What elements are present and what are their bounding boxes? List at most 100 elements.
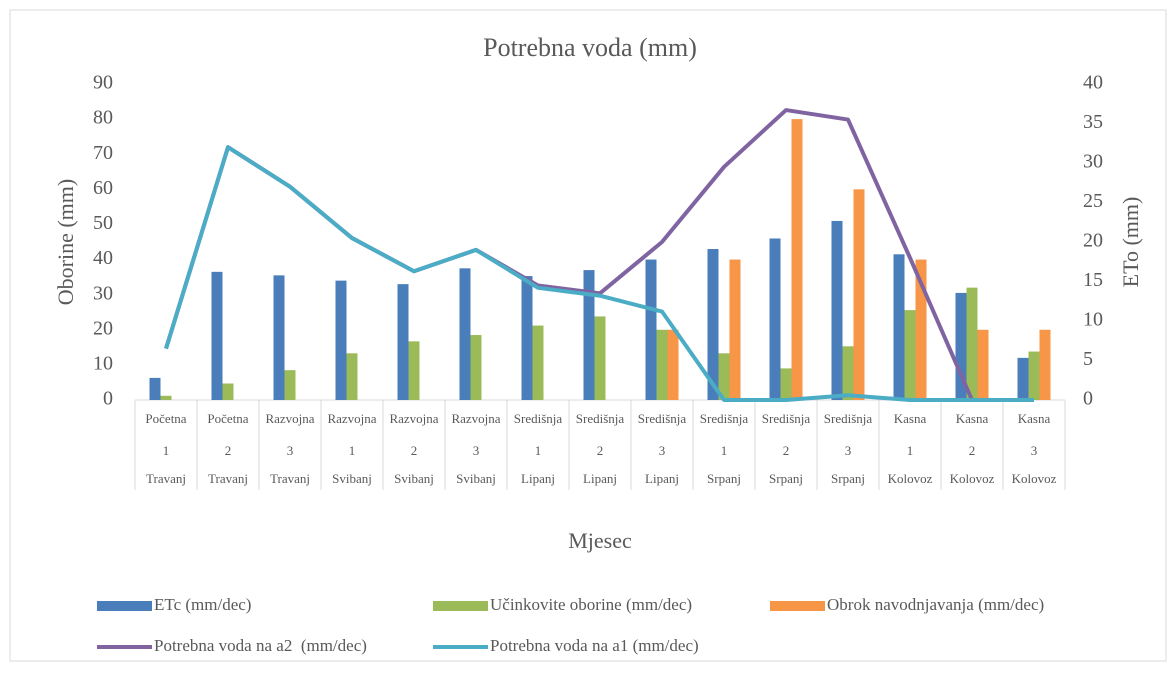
- x-tick-label: Razvojna: [265, 411, 314, 426]
- bar: [273, 275, 285, 400]
- x-tick-label: Kolovoz: [1012, 471, 1057, 486]
- bar: [532, 325, 544, 400]
- x-tick-label: Kolovoz: [888, 471, 933, 486]
- x-tick-label: Svibanj: [332, 471, 372, 486]
- bar: [645, 259, 657, 400]
- x-tick-label: 2: [597, 443, 604, 458]
- bar: [521, 276, 533, 400]
- y-tick-label: 70: [93, 142, 113, 164]
- legend-label: Učinkovite oborine (mm/dec): [490, 595, 692, 614]
- y2-tick-label: 25: [1083, 190, 1103, 212]
- x-tick-label: 3: [659, 443, 666, 458]
- x-tick-label: Travanj: [208, 471, 248, 486]
- y-tick-label: 90: [93, 72, 113, 94]
- y-tick-label: 30: [93, 282, 113, 304]
- bar: [904, 310, 916, 400]
- x-tick-label: 3: [473, 443, 480, 458]
- x-tick-label: Kasna: [956, 411, 989, 426]
- x-tick-label: 1: [163, 443, 170, 458]
- legend-label: Potrebna voda na a2 (mm/dec): [154, 636, 367, 655]
- bar: [780, 368, 792, 400]
- y2-tick-label: 0: [1083, 388, 1093, 410]
- x-tick-label: Srpanj: [831, 471, 865, 486]
- y2-tick-label: 40: [1083, 72, 1103, 94]
- x-tick-label: Lipanj: [583, 471, 617, 486]
- x-tick-label: 2: [225, 443, 232, 458]
- bar: [583, 270, 595, 400]
- bar: [1039, 329, 1051, 400]
- bar: [408, 341, 420, 400]
- bar: [915, 259, 927, 400]
- bar: [160, 395, 172, 400]
- x-tick-label: Središnja: [638, 411, 687, 426]
- legend-swatch: [770, 601, 825, 611]
- bar: [842, 346, 854, 400]
- x-tick-label: Početna: [207, 411, 248, 426]
- x-tick-label: Travanj: [270, 471, 310, 486]
- x-tick-label: 3: [845, 443, 852, 458]
- x-tick-label: Središnja: [576, 411, 625, 426]
- x-tick-label: Srpanj: [769, 471, 803, 486]
- x-tick-label: 3: [287, 443, 294, 458]
- y-tick-label: 20: [93, 317, 113, 339]
- x-tick-label: Početna: [145, 411, 186, 426]
- bar: [718, 353, 730, 400]
- x-tick-label: Razvojna: [327, 411, 376, 426]
- x-tick-label: 2: [783, 443, 790, 458]
- y-tick-label: 80: [93, 107, 113, 129]
- legend-swatch: [97, 601, 152, 611]
- bar: [459, 268, 471, 400]
- bar: [149, 377, 161, 400]
- x-tick-label: Travanj: [146, 471, 186, 486]
- x-tick-label: 1: [721, 443, 728, 458]
- y2-axis-label: ETo (mm): [1118, 197, 1143, 288]
- bar: [222, 383, 234, 400]
- bar: [791, 119, 803, 400]
- bar: [211, 271, 223, 400]
- bar: [335, 280, 347, 400]
- x-tick-label: 2: [411, 443, 418, 458]
- legend-swatch: [433, 601, 488, 611]
- x-tick-label: Svibanj: [456, 471, 496, 486]
- bar: [397, 284, 409, 400]
- y2-tick-label: 10: [1083, 309, 1103, 331]
- bar: [955, 292, 967, 400]
- x-tick-label: Središnja: [514, 411, 563, 426]
- y-tick-label: 50: [93, 212, 113, 234]
- x-tick-label: Lipanj: [645, 471, 679, 486]
- bar: [284, 370, 296, 400]
- x-tick-label: Srpanj: [707, 471, 741, 486]
- y-tick-label: 0: [103, 388, 113, 410]
- x-tick-label: Kolovoz: [950, 471, 995, 486]
- y2-tick-label: 5: [1083, 348, 1093, 370]
- bar: [853, 189, 865, 400]
- legend-label: Potrebna voda na a1 (mm/dec): [490, 636, 699, 655]
- bar: [769, 238, 781, 400]
- x-tick-label: 2: [969, 443, 976, 458]
- x-tick-label: Razvojna: [389, 411, 438, 426]
- bar: [966, 287, 978, 400]
- x-tick-label: 1: [349, 443, 356, 458]
- y-axis-label: Oborine (mm): [53, 179, 78, 305]
- line: [164, 145, 1034, 402]
- bar: [656, 329, 668, 400]
- y2-tick-label: 20: [1083, 230, 1103, 252]
- x-tick-label: Središnja: [700, 411, 749, 426]
- x-tick-label: Kasna: [894, 411, 927, 426]
- y2-tick-label: 15: [1083, 269, 1103, 291]
- bar: [893, 254, 905, 400]
- y2-tick-label: 30: [1083, 151, 1103, 173]
- x-tick-label: 3: [1031, 443, 1038, 458]
- bar: [831, 220, 843, 400]
- legend-label: Obrok navodnjavanja (mm/dec): [827, 595, 1044, 614]
- y-tick-label: 40: [93, 247, 113, 269]
- x-tick-label: Lipanj: [521, 471, 555, 486]
- bar: [667, 329, 679, 400]
- bar: [470, 335, 482, 400]
- bar: [594, 316, 606, 400]
- x-tick-label: Svibanj: [394, 471, 434, 486]
- chart-title: Potrebna voda (mm): [483, 33, 697, 62]
- x-tick-label: Kasna: [1018, 411, 1051, 426]
- legend-label: ETc (mm/dec): [154, 595, 251, 614]
